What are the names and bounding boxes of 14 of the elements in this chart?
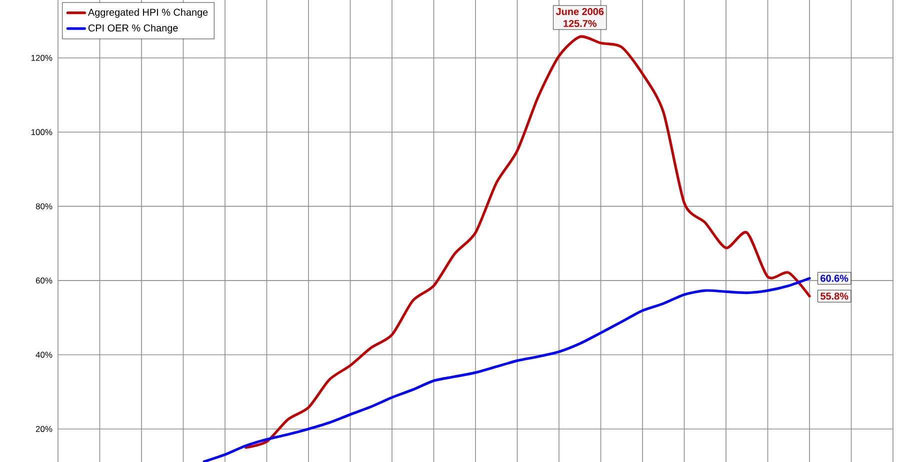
legend-label: CPI OER % Change (88, 24, 178, 34)
y-tick-label: 20% (36, 426, 52, 432)
annotation: June 2006 (556, 8, 604, 16)
line-series (202, 277, 811, 462)
y-tick-label: 80% (36, 203, 52, 210)
y-tick-label: 60% (36, 278, 52, 284)
y-tick-label: 40% (36, 352, 52, 358)
y-tick-label: 120% (31, 54, 52, 61)
annotation: 125.7% (564, 20, 597, 28)
annotation: 60.6% (820, 274, 848, 282)
line-series (244, 35, 811, 449)
y-tick-label: 100% (31, 129, 52, 136)
annotation: 55.8% (820, 292, 848, 300)
legend-label: Aggregated HPI % Change (88, 8, 208, 18)
